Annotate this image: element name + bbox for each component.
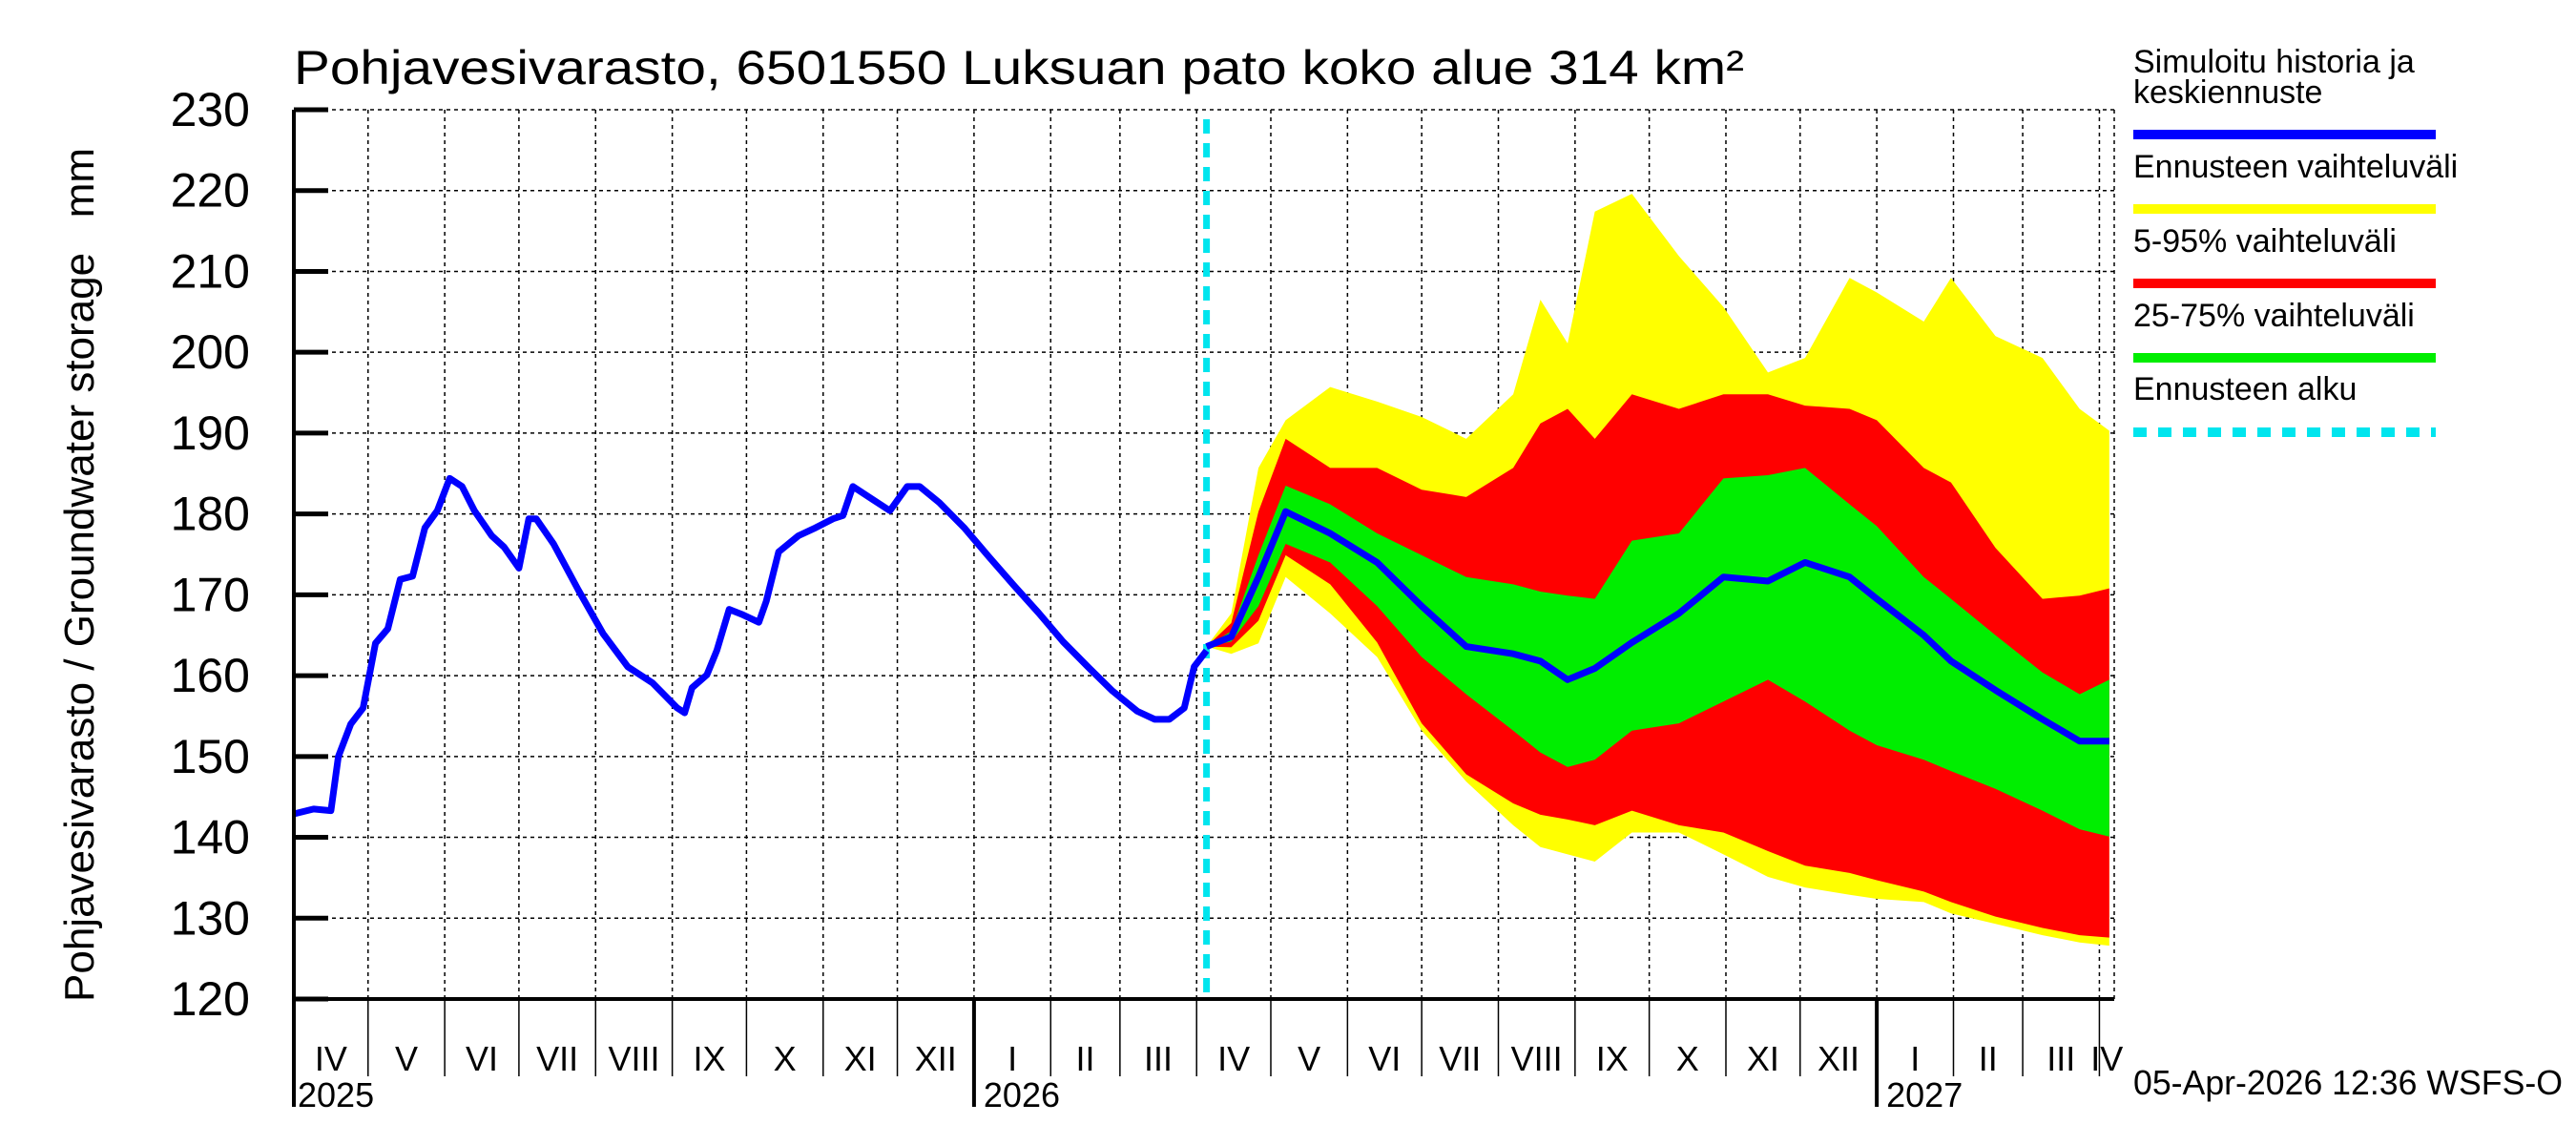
y-tick-label: 210 xyxy=(171,244,250,298)
month-label: VIII xyxy=(1511,1039,1563,1078)
y-axis-label: Pohjavesivarasto / Groundwater storage m… xyxy=(56,148,103,1002)
legend-label: 5-95% vaihteluväli xyxy=(2133,223,2397,260)
timestamp: 05-Apr-2026 12:36 WSFS-O xyxy=(2133,1063,2563,1102)
band-25-75 xyxy=(1206,468,2109,837)
year-label: 2026 xyxy=(984,1075,1060,1114)
month-label: X xyxy=(774,1039,797,1078)
month-label: I xyxy=(1910,1039,1920,1078)
month-label: II xyxy=(1979,1039,1998,1078)
y-tick-label: 120 xyxy=(171,972,250,1026)
month-label: IX xyxy=(694,1039,726,1078)
month-label: V xyxy=(1298,1039,1320,1078)
y-tick-label: 220 xyxy=(171,164,250,218)
month-label: X xyxy=(1676,1039,1699,1078)
forecast-mean-line xyxy=(1205,508,2109,745)
year-label: 2025 xyxy=(298,1075,374,1114)
y-tick-label: 190 xyxy=(171,406,250,460)
legend-label: keskiennuste xyxy=(2133,74,2322,111)
month-label: I xyxy=(1008,1039,1017,1078)
month-label: VI xyxy=(466,1039,498,1078)
month-label: IV xyxy=(2090,1039,2123,1078)
forecast-bands xyxy=(1206,194,2109,947)
month-label: III xyxy=(1144,1039,1173,1078)
y-tick-label: 140 xyxy=(171,811,250,864)
month-label: VI xyxy=(1368,1039,1401,1078)
month-label: VII xyxy=(536,1039,578,1078)
legend-label: 25-75% vaihteluväli xyxy=(2133,298,2415,334)
month-label: XII xyxy=(1818,1039,1859,1078)
month-label: XII xyxy=(915,1039,957,1078)
y-tick-label: 130 xyxy=(171,891,250,945)
y-tick-label: 150 xyxy=(171,730,250,783)
series-lines xyxy=(293,119,2109,999)
chart-title: Pohjavesivarasto, 6501550 Luksuan pato k… xyxy=(294,41,1744,94)
legend-label: Simuloitu historia ja xyxy=(2133,44,2415,80)
month-label: XI xyxy=(1747,1039,1779,1078)
month-label: IV xyxy=(1217,1039,1250,1078)
month-label: XI xyxy=(844,1039,877,1078)
legend-label: Ennusteen vaihteluväli xyxy=(2133,149,2458,185)
month-label: III xyxy=(2046,1039,2075,1078)
y-tick-label: 180 xyxy=(171,488,250,541)
month-label: IV xyxy=(315,1039,347,1078)
month-label: II xyxy=(1076,1039,1095,1078)
y-tick-label: 160 xyxy=(171,649,250,702)
y-tick-label: 230 xyxy=(171,83,250,136)
y-tick-label: 200 xyxy=(171,325,250,379)
history-line xyxy=(293,474,1210,818)
month-label: V xyxy=(395,1039,418,1078)
legend-label: Ennusteen alku xyxy=(2133,371,2357,407)
month-label: IX xyxy=(1596,1039,1629,1078)
y-tick-label: 170 xyxy=(171,568,250,621)
month-label: VII xyxy=(1439,1039,1481,1078)
year-label: 2027 xyxy=(1886,1075,1963,1114)
month-label: VIII xyxy=(608,1039,659,1078)
